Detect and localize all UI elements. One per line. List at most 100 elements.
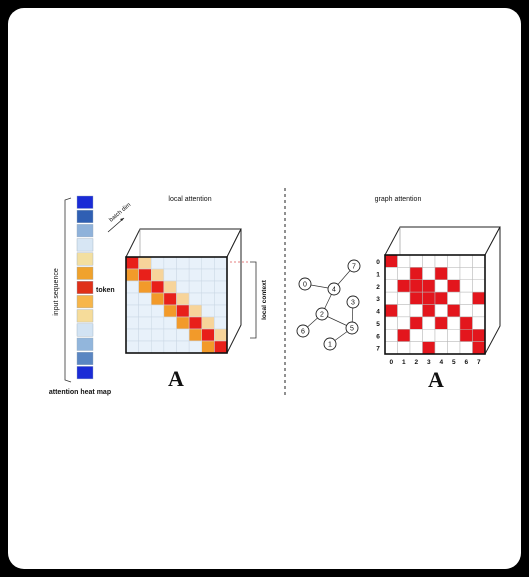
local-matrix-cell — [138, 316, 152, 330]
local-matrix-cell — [201, 280, 215, 294]
token-color-strip — [76, 195, 94, 380]
row-label: 2 — [376, 284, 380, 291]
local-matrix-cell — [125, 268, 139, 282]
strip-cell — [76, 224, 94, 238]
adjacency-cell — [447, 291, 461, 305]
adjacency-cell — [422, 304, 436, 318]
local-matrix-cell — [163, 268, 177, 282]
local-matrix-cell — [151, 292, 165, 306]
graph-node — [346, 295, 360, 309]
local-matrix-cell — [188, 328, 202, 342]
local-matrix-cell — [188, 304, 202, 318]
local-matrix-cell — [138, 304, 152, 318]
local-matrix-cell — [214, 340, 228, 354]
strip-cell — [76, 209, 94, 223]
adjacency-cell — [397, 279, 411, 293]
adjacency-cell — [409, 254, 423, 268]
col-label: 5 — [452, 359, 456, 366]
local-matrix-cell — [163, 328, 177, 342]
local-matrix-cell — [151, 256, 165, 270]
graph-node-label: 4 — [332, 287, 336, 294]
batch-dim-arrowhead — [120, 218, 124, 221]
local-matrix-cell — [125, 328, 139, 342]
local-matrix-cell — [176, 328, 190, 342]
local-matrix-cell — [176, 340, 190, 354]
adjacency-cell — [422, 254, 436, 268]
row-label: 7 — [376, 346, 380, 353]
adjacency-cell — [397, 316, 411, 330]
local-matrix-cell — [188, 256, 202, 270]
adjacency-cell — [409, 291, 423, 305]
token-label: token — [96, 287, 115, 294]
strip-cell — [76, 366, 94, 380]
adjacency-cell — [447, 267, 461, 280]
local-matrix-cell — [188, 340, 202, 354]
strip-cell — [76, 238, 94, 252]
strip-cell — [76, 281, 94, 294]
adjacency-cell — [472, 267, 486, 280]
adjacency-cell — [409, 316, 423, 330]
local-matrix-frame — [125, 256, 228, 354]
adjacency-cell — [447, 279, 461, 293]
matrix-row-labels: 0 1 2 3 4 5 6 7 — [376, 259, 380, 353]
sequence-bracket — [64, 197, 72, 383]
local-matrix-cell — [151, 280, 165, 294]
col-label: 6 — [464, 359, 468, 366]
adjacency-cell — [459, 329, 473, 342]
local-matrix-cell — [138, 328, 152, 342]
local-matrix-cell — [163, 304, 177, 318]
local-matrix-cell — [176, 280, 190, 294]
col-label: 2 — [414, 359, 418, 366]
local-context-label: local context — [261, 279, 268, 320]
adjacency-cell — [434, 304, 448, 318]
adjacency-cell — [459, 316, 473, 330]
col-label: 3 — [427, 359, 431, 366]
local-matrix-cell — [125, 280, 139, 294]
adjacency-cell — [459, 341, 473, 355]
graph-node-label: 1 — [328, 342, 332, 349]
graph-node — [315, 307, 329, 321]
row-label: 4 — [376, 309, 380, 316]
adjacency-cell — [384, 304, 398, 318]
graph-node-label: 2 — [320, 312, 324, 319]
adjacency-cell — [434, 254, 448, 268]
adjacency-cell — [472, 279, 486, 293]
local-matrix-cell — [163, 340, 177, 354]
row-label: 6 — [376, 333, 380, 340]
local-matrix-cell — [176, 304, 190, 318]
local-matrix-cell — [151, 340, 165, 354]
adjacency-cell — [459, 279, 473, 293]
local-matrix-cell — [138, 256, 152, 270]
strip-cell — [76, 266, 94, 280]
local-matrix-cell — [201, 256, 215, 270]
local-matrix-cell — [201, 268, 215, 282]
graph-node — [345, 321, 359, 335]
local-attention-matrix — [125, 256, 228, 354]
adjacency-cell — [409, 304, 423, 318]
adjacency-cell — [459, 254, 473, 268]
local-matrix-cell — [214, 316, 228, 330]
graph-node — [298, 277, 312, 291]
local-matrix-cell — [188, 280, 202, 294]
local-matrix-cell — [188, 316, 202, 330]
adjacency-cell — [434, 329, 448, 342]
local-matrix-cell — [214, 268, 228, 282]
strip-cell — [76, 295, 94, 309]
local-matrix-cell — [151, 268, 165, 282]
local-matrix-cell — [214, 256, 228, 270]
graph-node-label: 0 — [303, 282, 307, 289]
local-matrix-cell — [163, 256, 177, 270]
adjacency-cell — [459, 267, 473, 280]
strip-cell — [76, 352, 94, 365]
adjacency-cell — [409, 341, 423, 355]
adjacency-cell — [472, 291, 486, 305]
local-matrix-cell — [201, 328, 215, 342]
input-sequence-label: input sequence — [53, 268, 60, 316]
row-label: 3 — [376, 296, 380, 303]
graph-node — [296, 324, 310, 338]
row-label: 1 — [376, 271, 380, 278]
strip-cell — [76, 323, 94, 337]
adjacency-cell — [409, 329, 423, 342]
adjacency-cell — [409, 267, 423, 280]
graph-attention-title: graph attention — [375, 196, 422, 203]
